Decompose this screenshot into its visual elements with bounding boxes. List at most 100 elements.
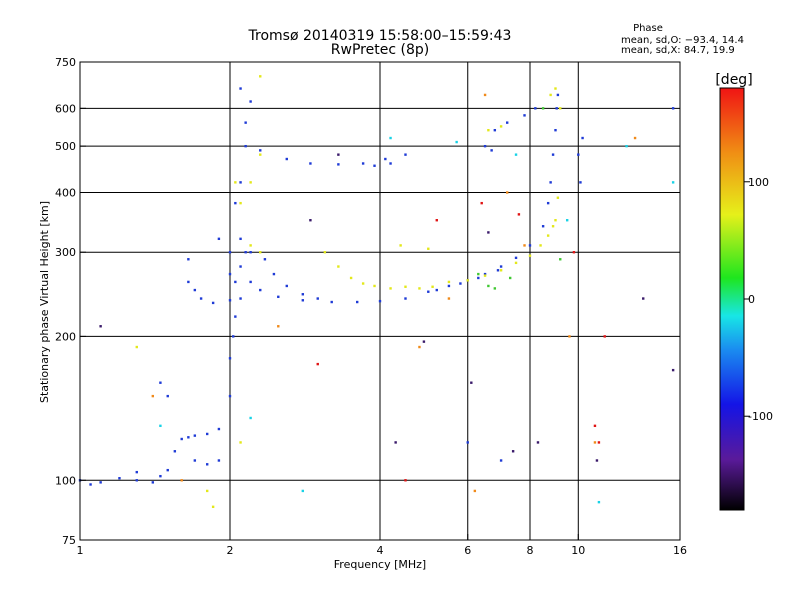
scatter-point [249, 244, 252, 247]
scatter-point [355, 300, 359, 304]
scatter-point [483, 272, 487, 276]
scatter-point [404, 297, 407, 300]
scatter-point [99, 481, 102, 484]
scatter-point [232, 335, 235, 338]
scatter-point [528, 244, 532, 247]
scatter-point [239, 87, 242, 90]
scatter-point [572, 251, 576, 254]
scatter-point [323, 251, 327, 254]
scatter-point [427, 290, 430, 293]
scatter-point [234, 181, 237, 184]
scatter-point [244, 121, 247, 124]
scatter-point [249, 181, 252, 184]
scatter-point [309, 219, 312, 222]
scatter-point [595, 459, 599, 462]
y-axis-label: Stationary phase Virtual Height [km] [38, 201, 51, 403]
scatter-point [480, 201, 483, 205]
scatter-point [536, 441, 540, 444]
scatter-point [389, 162, 392, 165]
scatter-series [316, 201, 606, 482]
y-tick-label: 600 [55, 102, 76, 115]
scatter-point [541, 225, 545, 228]
scatter-point [579, 181, 582, 184]
scatter-point [514, 153, 518, 156]
scatter-point [556, 93, 560, 97]
scatter-point [239, 441, 242, 444]
colorbar-label: [deg] [715, 72, 752, 88]
scatter-point [625, 144, 628, 148]
scatter-point [508, 276, 512, 280]
scatter-point [263, 258, 267, 261]
colorbar [719, 87, 745, 511]
scatter-point [337, 265, 340, 268]
scatter-point [477, 276, 480, 280]
scatter-point [159, 424, 162, 428]
scatter-point [483, 274, 487, 277]
scatter-point [422, 340, 426, 343]
scatter-point [447, 280, 451, 284]
data-points [78, 75, 675, 509]
scatter-point [244, 144, 247, 148]
scatter-point [277, 325, 280, 328]
scatter-point [301, 299, 305, 302]
scatter-point [671, 107, 675, 110]
scatter-point [234, 315, 237, 318]
scatter-point [228, 357, 232, 360]
scatter-point [671, 181, 675, 184]
scatter-point [151, 481, 155, 484]
scatter-point [597, 441, 601, 444]
scatter-point [404, 153, 407, 156]
scatter-point [135, 345, 138, 349]
x-tick-label: 16 [673, 544, 687, 557]
scatter-point [593, 441, 597, 444]
scatter-point [487, 284, 490, 288]
scatter-series [78, 87, 675, 486]
scatter-point [394, 441, 397, 444]
y-tick-label: 300 [55, 246, 76, 259]
scatter-point [89, 483, 92, 486]
scatter-point [337, 153, 340, 156]
scatter-point [487, 128, 490, 132]
scatter-point [523, 114, 526, 117]
scatter-point [361, 162, 365, 165]
scatter-point [259, 153, 262, 156]
y-tick-label: 400 [55, 186, 76, 199]
x-tick-label: 8 [527, 544, 534, 557]
scatter-point [554, 87, 557, 90]
scatter-point [496, 269, 500, 272]
scatter-point [384, 157, 387, 161]
scatter-point [301, 489, 305, 493]
scatter-point [259, 288, 262, 292]
scatter-point [483, 93, 487, 97]
scatter-point [466, 279, 469, 282]
scatter-point [211, 301, 215, 305]
scatter-point [285, 284, 288, 288]
scatter-point [473, 489, 477, 493]
scatter-point [389, 287, 392, 290]
scatter-point [541, 107, 545, 110]
scatter-point [259, 75, 262, 78]
scatter-point [228, 251, 232, 254]
scatter-point [378, 299, 382, 303]
grid-lines [80, 62, 680, 540]
scatter-point [499, 125, 503, 128]
scatter-point [217, 427, 221, 431]
scatter-point [166, 468, 169, 472]
scatter-point [466, 441, 469, 444]
scatter-point [301, 293, 305, 296]
scatter-point [447, 284, 451, 288]
scatter-point [228, 272, 232, 276]
scatter-point [205, 463, 209, 466]
scatter-point [349, 276, 353, 280]
scatter-point [234, 280, 237, 284]
scatter-point [447, 297, 451, 300]
scatter-point [642, 297, 645, 300]
scatter-point [470, 381, 473, 384]
x-tick-label: 6 [464, 544, 471, 557]
scatter-point [285, 157, 288, 161]
phase-stats-heading: Phase [633, 23, 663, 34]
scatter-point [514, 256, 518, 260]
phase-stats-o: mean, sd,O: −93.4, 14.4 [621, 35, 744, 46]
scatter-point [249, 416, 252, 420]
